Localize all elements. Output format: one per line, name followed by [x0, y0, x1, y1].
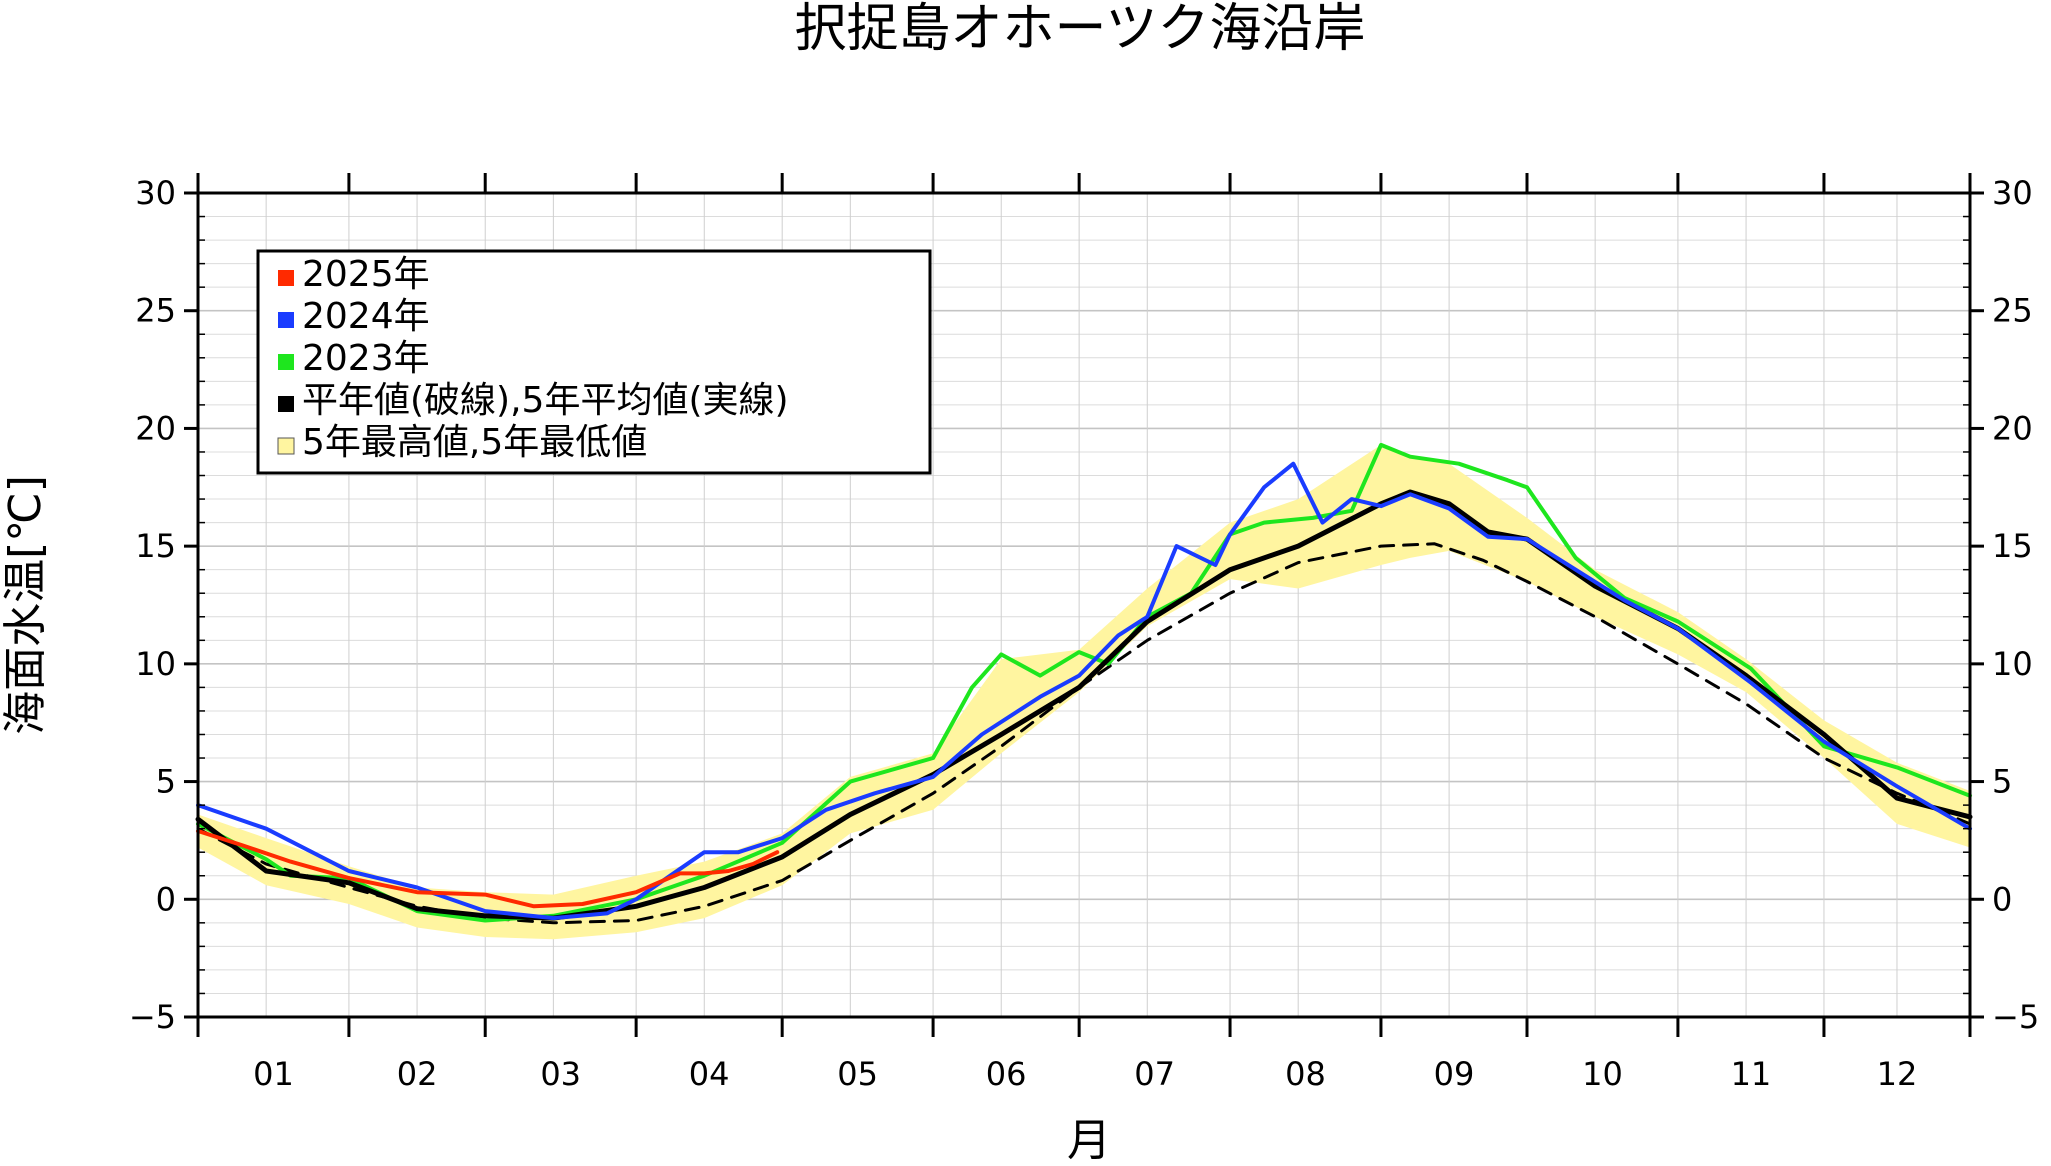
x-tick-labels: 01 02 03 04 05 06 07 08 09 10 11 12	[253, 1055, 1917, 1093]
y-tick-label-right: 0	[1992, 880, 2012, 918]
y-tick-label-right: 15	[1992, 527, 2033, 565]
x-tick-label: 11	[1731, 1055, 1772, 1093]
x-tick-label: 02	[397, 1055, 438, 1093]
x-tick-label: 12	[1877, 1055, 1918, 1093]
x-tick-label: 01	[253, 1055, 294, 1093]
y-tick-label-left: 5	[156, 763, 176, 801]
series-2025	[196, 829, 780, 909]
x-tick-label: 09	[1434, 1055, 1475, 1093]
y-tick-label-left: 25	[135, 292, 176, 330]
y-tick-label-right: −5	[1992, 998, 2039, 1036]
x-tick-label: 03	[540, 1055, 581, 1093]
legend-swatch	[278, 354, 294, 370]
series-layer	[195, 442, 1973, 925]
legend-label: 5年最高値,5年最低値	[302, 422, 647, 463]
x-tick-label: 06	[986, 1055, 1027, 1093]
legend-label: 2023年	[302, 338, 430, 379]
legend-swatch	[277, 437, 295, 455]
plot-area	[184, 173, 1984, 1037]
y-tick-label-right: 10	[1992, 645, 2033, 683]
legend-swatch	[278, 270, 294, 286]
chart-title: 択捉島オホーツク海沿岸	[795, 0, 1366, 59]
y-tick-label-left: 30	[135, 174, 176, 212]
grid	[198, 193, 1970, 1017]
x-tick-label: 04	[689, 1055, 730, 1093]
plot-frame	[196, 191, 1972, 1019]
y-tick-label-left: 15	[135, 527, 176, 565]
legend-box	[256, 249, 932, 475]
y-tick-label-left: 0	[156, 880, 176, 918]
legend-label: 2025年	[302, 254, 430, 295]
legend-label: 平年値(破線),5年平均値(実線)	[302, 380, 789, 421]
legend-label: 2024年	[302, 296, 430, 337]
y-tick-label-right: 30	[1992, 174, 2033, 212]
legend: 2025年2024年2023年平年値(破線),5年平均値(実線)5年最高値,5年…	[256, 249, 932, 475]
y-tick-label-left: 20	[135, 409, 176, 447]
band-5yr-range	[198, 444, 1970, 940]
y-tick-label-right: 20	[1992, 409, 2033, 447]
legend-swatch	[278, 396, 294, 412]
x-tick-label: 07	[1134, 1055, 1175, 1093]
y-tick-labels-left: 30 25 20 15 10 5 0 −5	[129, 174, 176, 1036]
ticks	[184, 173, 1984, 1037]
y-tick-label-left: −5	[129, 998, 176, 1036]
legend-swatch	[278, 312, 294, 328]
x-axis-title: 月	[1067, 1115, 1111, 1166]
series-2024	[196, 461, 1972, 921]
x-tick-label: 10	[1582, 1055, 1623, 1093]
legend-items: 2025年2024年2023年平年値(破線),5年平均値(実線)5年最高値,5年…	[277, 254, 789, 463]
y-tick-labels-right: 30 25 20 15 10 5 0 −5	[1992, 174, 2039, 1036]
y-axis-title: 海面水温[℃]	[0, 475, 51, 735]
y-tick-label-right: 25	[1992, 292, 2033, 330]
x-tick-label: 05	[837, 1055, 878, 1093]
y-tick-label-right: 5	[1992, 763, 2012, 801]
y-tick-label-left: 10	[135, 645, 176, 683]
band-layer	[198, 444, 1970, 940]
x-tick-label: 08	[1285, 1055, 1326, 1093]
